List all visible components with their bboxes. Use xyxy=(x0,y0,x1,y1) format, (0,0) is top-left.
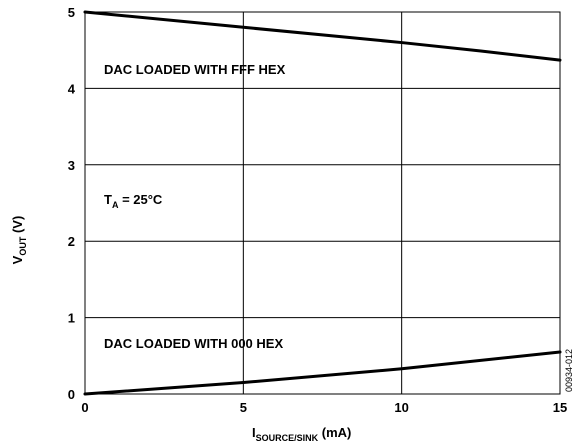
figure-id: 00934-012 xyxy=(564,349,574,392)
temperature-symbol: T xyxy=(104,192,112,207)
x-tick-label-2: 10 xyxy=(394,400,408,415)
y-tick-labels: 0 1 2 3 4 5 xyxy=(68,5,76,402)
y-axis-label: VOUT (V) xyxy=(10,216,28,265)
y-axis-label-unit: (V) xyxy=(10,216,25,237)
temperature-value: = 25°C xyxy=(118,192,162,207)
y-tick-label-1: 1 xyxy=(68,311,75,326)
series-line-0 xyxy=(83,10,562,62)
annotation-fff-hex: DAC LOADED WITH FFF HEX xyxy=(104,62,286,77)
annotation-000-hex: DAC LOADED WITH 000 HEX xyxy=(104,336,283,351)
x-tick-label-0: 0 xyxy=(81,400,88,415)
x-axis-label-main: I xyxy=(252,425,256,440)
y-tick-label-4: 4 xyxy=(68,81,76,96)
temperature-subscript: A xyxy=(112,200,119,210)
x-tick-label-3: 15 xyxy=(553,400,567,415)
y-axis-label-main: V xyxy=(10,255,25,264)
annotation-temperature: TA = 25°C xyxy=(104,192,163,210)
x-axis-label-unit: (mA) xyxy=(318,425,351,440)
x-axis-label-subscript: SOURCE/SINK xyxy=(256,433,319,443)
y-tick-label-5: 5 xyxy=(68,5,75,20)
y-axis-label-subscript: OUT xyxy=(18,236,28,256)
y-tick-label-3: 3 xyxy=(68,158,75,173)
series-line-1 xyxy=(83,350,562,396)
series-layer xyxy=(83,10,562,396)
x-tick-label-1: 5 xyxy=(240,400,247,415)
y-tick-label-2: 2 xyxy=(68,234,75,249)
x-axis-label: ISOURCE/SINK (mA) xyxy=(252,425,351,443)
plot-frame xyxy=(84,11,561,395)
x-tick-labels: 0 5 10 15 xyxy=(81,400,567,415)
y-tick-label-0: 0 xyxy=(68,387,75,402)
